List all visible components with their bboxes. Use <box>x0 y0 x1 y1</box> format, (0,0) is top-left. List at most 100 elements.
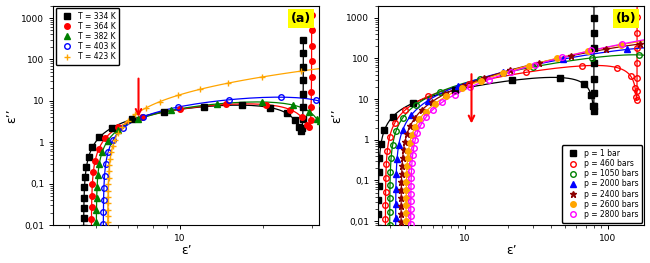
T = 423 K <box>104 195 112 199</box>
T = 334 K <box>88 146 96 149</box>
p = 2400 bars <box>406 124 414 127</box>
p = 2800 bars <box>407 215 415 218</box>
p = 2600 bars <box>422 110 430 113</box>
T = 334 K <box>84 156 92 159</box>
p = 460 bars <box>424 95 432 98</box>
T = 364 K <box>91 159 99 163</box>
T = 382 K <box>92 220 100 223</box>
T = 334 K <box>128 118 136 121</box>
p = 2400 bars <box>428 100 436 103</box>
T = 364 K <box>307 44 315 47</box>
Line: p = 2600 bars: p = 2600 bars <box>403 31 650 239</box>
p = 2600 bars <box>402 196 410 199</box>
p = 2600 bars <box>404 149 412 152</box>
T = 364 K <box>88 206 96 209</box>
p = 2600 bars <box>415 118 423 121</box>
Legend: p = 1 bar, p = 460 bars, p = 1050 bars, p = 2000 bars, p = 2400 bars, p = 2600 b: p = 1 bar, p = 460 bars, p = 1050 bars, … <box>562 145 642 223</box>
T = 364 K <box>286 108 294 111</box>
p = 2800 bars <box>407 200 415 203</box>
T = 364 K <box>307 105 315 109</box>
p = 2600 bars <box>402 188 410 191</box>
p = 2400 bars <box>459 84 467 87</box>
p = 460 bars <box>633 1 641 4</box>
p = 2600 bars <box>402 180 410 184</box>
p = 460 bars <box>382 163 390 166</box>
p = 460 bars <box>578 64 586 67</box>
T = 403 K <box>343 16 350 19</box>
T = 382 K <box>92 209 100 212</box>
p = 460 bars <box>633 98 641 101</box>
p = 2800 bars <box>408 177 415 180</box>
Line: p = 1050 bars: p = 1050 bars <box>387 0 650 228</box>
p = 1050 bars <box>635 53 643 57</box>
T = 364 K <box>101 137 109 140</box>
p = 2800 bars <box>407 222 415 226</box>
T = 364 K <box>90 171 97 174</box>
T = 423 K <box>104 214 112 218</box>
T = 334 K <box>83 166 90 169</box>
T = 423 K <box>111 138 119 141</box>
p = 2600 bars <box>406 141 413 144</box>
p = 2000 bars <box>454 85 462 88</box>
p = 2400 bars <box>397 220 405 223</box>
T = 334 K <box>81 186 88 189</box>
p = 2400 bars <box>398 172 406 175</box>
p = 1050 bars <box>389 143 396 146</box>
p = 1 bar <box>374 185 382 188</box>
p = 1 bar <box>508 79 516 82</box>
p = 2800 bars <box>413 131 421 134</box>
T = 364 K <box>88 229 96 232</box>
p = 2000 bars <box>398 128 406 132</box>
p = 2800 bars <box>409 154 417 157</box>
T = 382 K <box>92 232 100 235</box>
T = 382 K <box>318 102 326 105</box>
T = 423 K <box>104 208 112 211</box>
T = 382 K <box>104 139 112 143</box>
p = 2400 bars <box>535 61 543 64</box>
T = 364 K <box>307 29 315 32</box>
T = 364 K <box>114 126 122 129</box>
T = 382 K <box>319 87 327 90</box>
T = 334 K <box>295 126 303 129</box>
p = 1 bar <box>374 213 382 216</box>
p = 2400 bars <box>398 156 406 159</box>
T = 334 K <box>200 105 207 108</box>
T = 403 K <box>99 234 107 237</box>
T = 423 K <box>105 170 113 173</box>
p = 460 bars <box>385 135 393 139</box>
p = 2400 bars <box>397 204 405 207</box>
p = 2600 bars <box>499 72 507 75</box>
p = 2800 bars <box>407 207 415 210</box>
T = 403 K <box>337 113 344 116</box>
T = 382 K <box>114 128 122 132</box>
p = 460 bars <box>633 76 641 79</box>
p = 1 bar <box>451 89 459 92</box>
p = 2800 bars <box>407 184 415 188</box>
p = 2400 bars <box>441 92 449 95</box>
p = 1050 bars <box>398 117 406 120</box>
T = 334 K <box>291 119 299 122</box>
T = 423 K <box>105 183 112 186</box>
p = 2400 bars <box>636 42 644 45</box>
T = 334 K <box>300 65 307 68</box>
p = 2400 bars <box>480 77 488 80</box>
T = 334 K <box>96 136 103 139</box>
p = 460 bars <box>613 66 621 69</box>
p = 1050 bars <box>387 157 395 160</box>
T = 334 K <box>300 79 307 82</box>
p = 2600 bars <box>402 219 410 222</box>
p = 2600 bars <box>404 157 411 160</box>
T = 334 K <box>300 52 307 55</box>
T = 423 K <box>387 59 395 62</box>
T = 334 K <box>297 129 305 133</box>
T = 423 K <box>104 202 112 205</box>
p = 1 bar <box>590 92 598 95</box>
T = 423 K <box>131 113 139 116</box>
p = 460 bars <box>627 75 635 78</box>
p = 2600 bars <box>403 173 411 176</box>
T = 334 K <box>239 104 246 107</box>
T = 334 K <box>108 127 116 130</box>
p = 1050 bars <box>476 77 484 80</box>
p = 2800 bars <box>410 146 417 149</box>
T = 382 K <box>93 185 101 189</box>
